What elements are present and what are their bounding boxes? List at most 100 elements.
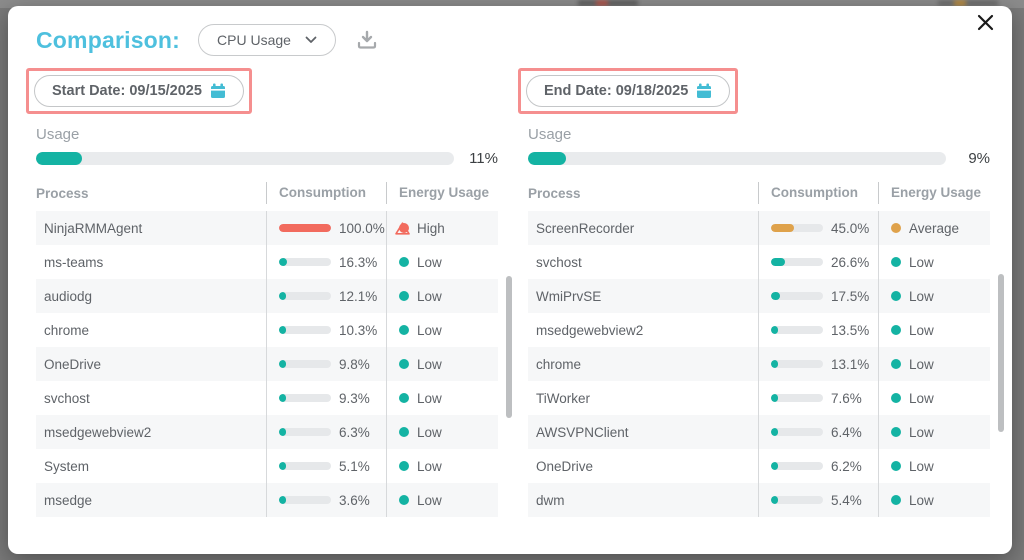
energy-cell: Low (386, 313, 498, 347)
consumption-cell: 5.1% (266, 449, 386, 483)
table-row[interactable]: System 5.1% Low (36, 449, 498, 483)
calendar-icon (696, 83, 712, 99)
table-row[interactable]: svchost 9.3% Low (36, 381, 498, 415)
close-icon[interactable] (977, 14, 994, 31)
energy-level-dot (399, 495, 409, 505)
table-row[interactable]: OneDrive 9.8% Low (36, 347, 498, 381)
consumption-cell: 9.8% (266, 347, 386, 381)
usage-progress-bar (528, 152, 946, 165)
energy-level-dot (399, 257, 409, 267)
scrollbar-thumb[interactable] (998, 274, 1004, 432)
table-row[interactable]: NinjaRMMAgent 100.0% High (36, 211, 498, 245)
table-row[interactable]: msedgewebview2 6.3% Low (36, 415, 498, 449)
comparison-panel-start: Start Date: 09/15/2025 Usage (26, 68, 512, 517)
energy-level-dot (891, 359, 901, 369)
energy-level-label: Low (909, 356, 934, 372)
table-row[interactable]: svchost 26.6% Low (528, 245, 990, 279)
consumption-value: 100.0% (339, 220, 385, 236)
table-row[interactable]: audiodg 12.1% Low (36, 279, 498, 313)
table-row[interactable]: OneDrive 6.2% Low (528, 449, 990, 483)
end-date-highlight-box: End Date: 09/18/2025 (518, 68, 739, 114)
usage-bar-fill (36, 152, 82, 165)
process-name: msedgewebview2 (44, 424, 152, 440)
table-row[interactable]: chrome 13.1% Low (528, 347, 990, 381)
consumption-value: 12.1% (339, 288, 378, 304)
consumption-value: 9.8% (339, 356, 370, 372)
consumption-bar (771, 224, 823, 232)
process-name: OneDrive (44, 356, 102, 372)
consumption-bar (771, 428, 823, 436)
background-blur-content (578, 0, 638, 6)
consumption-bar (279, 360, 331, 368)
end-date-label: End Date: 09/18/2025 (544, 83, 689, 99)
energy-level-dot (891, 325, 901, 335)
column-header-process: Process (36, 185, 89, 201)
consumption-bar (279, 224, 331, 232)
column-header-energy: Energy Usage (386, 182, 498, 204)
consumption-value: 9.3% (339, 390, 370, 406)
metric-dropdown-value: CPU Usage (217, 32, 291, 48)
scrollbar-thumb[interactable] (506, 276, 512, 418)
consumption-value: 26.6% (831, 254, 870, 270)
energy-level-dot (399, 223, 409, 233)
consumption-bar (279, 496, 331, 504)
consumption-cell: 16.3% (266, 245, 386, 279)
energy-level-label: Low (909, 254, 934, 270)
energy-level-label: Low (909, 322, 934, 338)
comparison-dialog: Comparison: CPU Usage Start Date: 09/15/… (8, 6, 1012, 554)
consumption-bar (771, 394, 823, 402)
download-icon[interactable] (356, 30, 378, 50)
table-row[interactable]: ms-teams 16.3% Low (36, 245, 498, 279)
process-name: NinjaRMMAgent (44, 220, 143, 236)
table-row[interactable]: msedgewebview2 13.5% Low (528, 313, 990, 347)
process-name: audiodg (44, 288, 93, 304)
consumption-cell: 45.0% (758, 211, 878, 245)
energy-cell: Low (386, 347, 498, 381)
table-header: Process Consumption Energy Usage (36, 177, 498, 209)
table-row[interactable]: TiWorker 7.6% Low (528, 381, 990, 415)
table-row[interactable]: WmiPrvSE 17.5% Low (528, 279, 990, 313)
energy-level-label: Low (417, 424, 442, 440)
end-date-button[interactable]: End Date: 09/18/2025 (526, 75, 731, 107)
energy-level-label: Low (909, 492, 934, 508)
start-date-button[interactable]: Start Date: 09/15/2025 (34, 75, 244, 107)
energy-level-dot (891, 257, 901, 267)
usage-progress-bar (36, 152, 454, 165)
comparison-panels: Start Date: 09/15/2025 Usage (26, 68, 1004, 517)
energy-level-label: Low (417, 458, 442, 474)
energy-level-label: Low (417, 356, 442, 372)
metric-dropdown[interactable]: CPU Usage (198, 24, 336, 56)
consumption-value: 6.4% (831, 424, 862, 440)
table-row[interactable]: msedge 3.6% Low (36, 483, 498, 517)
energy-cell: Low (878, 449, 990, 483)
energy-cell: Low (878, 313, 990, 347)
energy-cell: Low (878, 415, 990, 449)
table-row[interactable]: chrome 10.3% Low (36, 313, 498, 347)
table-row[interactable]: ScreenRecorder 45.0% Average (528, 211, 990, 245)
column-header-consumption: Consumption (758, 182, 878, 204)
consumption-bar (279, 326, 331, 334)
energy-level-label: Low (909, 288, 934, 304)
process-table-body: NinjaRMMAgent 100.0% High ms-teams 16.3% Low a… (36, 211, 498, 517)
consumption-bar (771, 326, 823, 334)
energy-cell: Low (878, 347, 990, 381)
energy-level-dot (891, 461, 901, 471)
table-header: Process Consumption Energy Usage (528, 177, 990, 209)
consumption-value: 16.3% (339, 254, 378, 270)
start-date-highlight-box: Start Date: 09/15/2025 (26, 68, 252, 114)
energy-level-dot (399, 359, 409, 369)
energy-cell: Low (386, 245, 498, 279)
table-row[interactable]: AWSVPNClient 6.4% Low (528, 415, 990, 449)
consumption-bar (771, 292, 823, 300)
consumption-cell: 26.6% (758, 245, 878, 279)
process-name: msedge (44, 492, 93, 508)
energy-level-dot (399, 325, 409, 335)
energy-cell: Low (878, 245, 990, 279)
process-name: dwm (536, 492, 565, 508)
consumption-value: 10.3% (339, 322, 378, 338)
calendar-icon (210, 83, 226, 99)
table-row[interactable]: dwm 5.4% Low (528, 483, 990, 517)
usage-label: Usage (36, 126, 80, 143)
dialog-header: Comparison: CPU Usage (36, 20, 990, 60)
consumption-value: 17.5% (831, 288, 870, 304)
